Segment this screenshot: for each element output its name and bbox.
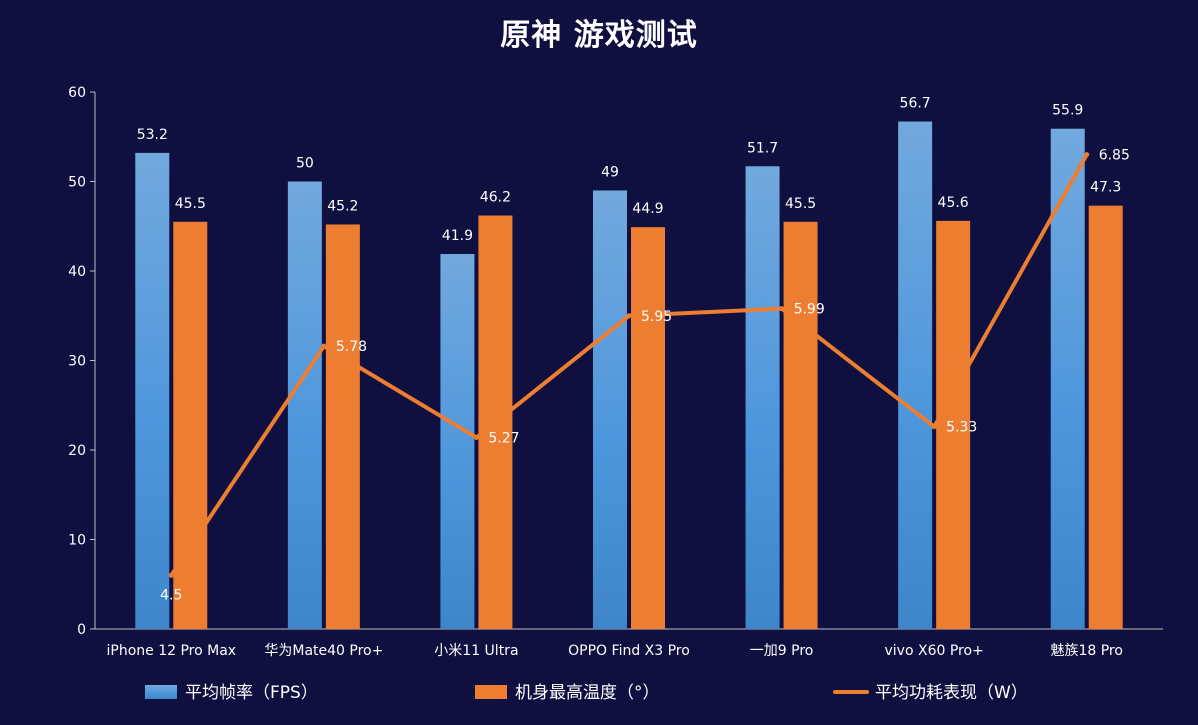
legend-label: 机身最高温度（°） [515, 683, 660, 703]
y-tick-label: 10 [68, 533, 86, 549]
axes: 0 10 20 30 40 50 60 iPhone 12 Pro Max 华为Mate40 P… [68, 85, 1163, 659]
fps-label: 56.7 [900, 96, 931, 112]
bars [135, 121, 1123, 630]
power-label: 5.33 [946, 420, 977, 436]
chart-title: 原神 游戏测试 [500, 18, 698, 53]
data-labels: 53.2 45.5 50 45.2 41.9 46.2 49 44.9 51.7 45.5 56.7… [137, 96, 1130, 604]
fps-bar [287, 181, 322, 629]
legend-item: 机身最高温度（°） [475, 683, 660, 703]
fps-label: 55.9 [1052, 103, 1083, 119]
legend-label: 平均功耗表现（W） [875, 683, 1028, 703]
fps-bar [1050, 128, 1085, 629]
x-tick-label: 小米11 Ultra [434, 643, 518, 659]
fps-bar [898, 121, 933, 629]
temp-label: 46.2 [480, 190, 511, 206]
legend: 平均帧率（FPS） 机身最高温度（°） 平均功耗表现（W） [145, 683, 1028, 703]
temp-label: 45.6 [938, 195, 969, 211]
power-point [473, 434, 479, 440]
legend-item: 平均帧率（FPS） [145, 683, 318, 703]
power-point [779, 306, 785, 312]
fps-label: 50 [296, 156, 314, 172]
power-line [168, 152, 1090, 578]
y-tick-label: 30 [68, 354, 86, 370]
x-tick-label: OPPO Find X3 Pro [568, 643, 690, 659]
y-tick-label: 40 [68, 264, 86, 280]
y-tick-label: 50 [68, 175, 86, 191]
legend-swatch-temp [475, 685, 507, 699]
fps-bar [440, 253, 475, 629]
legend-swatch-fps [145, 685, 177, 699]
legend-label: 平均帧率（FPS） [185, 683, 318, 703]
fps-label: 51.7 [747, 140, 778, 156]
temp-bar [1088, 205, 1123, 630]
x-tick-label: vivo X60 Pro+ [885, 643, 984, 659]
temp-bar [325, 224, 360, 629]
x-tick-label: 魅族18 Pro [1050, 643, 1122, 659]
power-label: 5.78 [336, 339, 367, 355]
power-point [168, 572, 174, 578]
x-tick-label: 华为Mate40 Pro+ [264, 643, 383, 659]
temp-label: 44.9 [632, 201, 663, 217]
y-tick-label: 20 [68, 443, 86, 459]
power-label: 5.95 [641, 309, 672, 325]
fps-bar [745, 166, 780, 629]
power-point [626, 313, 632, 319]
power-label: 4.5 [160, 587, 182, 603]
fps-label: 41.9 [442, 228, 473, 244]
temp-label: 45.5 [175, 196, 206, 212]
x-tick-label: iPhone 12 Pro Max [106, 643, 236, 659]
fps-bar [135, 152, 170, 630]
temp-label: 47.3 [1090, 180, 1121, 196]
power-label: 5.99 [794, 302, 825, 318]
temp-bar [783, 221, 818, 629]
power-label: 5.27 [488, 430, 519, 446]
x-tick-label: 一加9 Pro [750, 643, 814, 659]
temp-bar [631, 227, 665, 629]
y-tick-label: 60 [68, 85, 86, 101]
temp-label: 45.5 [785, 196, 816, 212]
power-label: 6.85 [1099, 148, 1130, 164]
fps-label: 49 [601, 164, 619, 180]
power-point [321, 343, 327, 349]
power-point [1084, 152, 1090, 158]
y-tick-label: 0 [77, 622, 86, 638]
temp-bar [936, 220, 971, 629]
fps-bar [593, 190, 627, 629]
temp-label: 45.2 [327, 198, 358, 214]
fps-label: 53.2 [137, 127, 168, 143]
power-point [931, 424, 937, 430]
legend-item: 平均功耗表现（W） [833, 683, 1028, 703]
